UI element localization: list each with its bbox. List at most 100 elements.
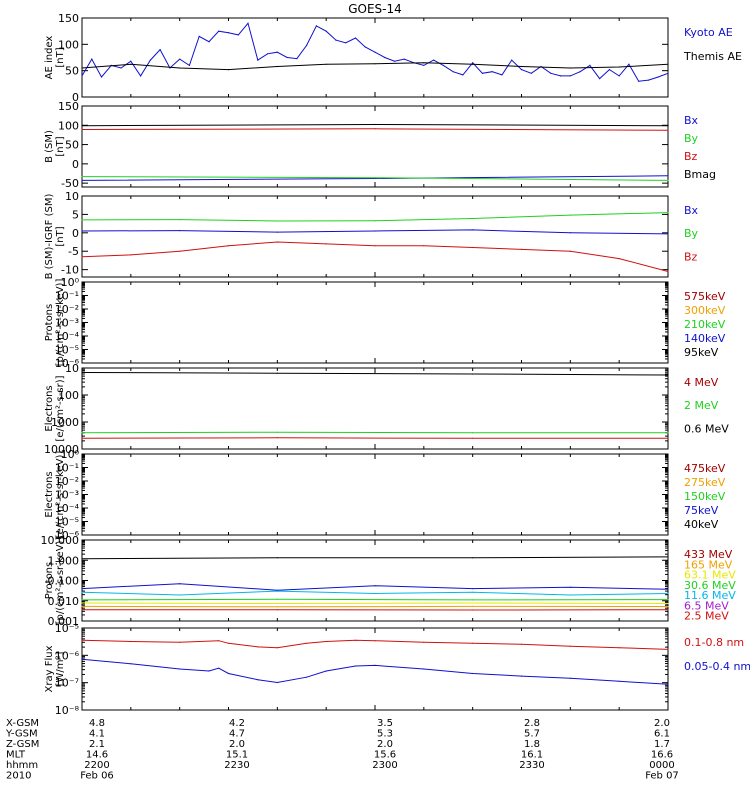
y-tick-label: 100 — [58, 38, 79, 51]
footer-value: 0000 — [649, 760, 674, 771]
data-point — [188, 64, 190, 66]
series-0-05-0-4-nm — [81, 658, 669, 685]
data-point — [374, 220, 376, 222]
legend-entry: 210keV — [684, 318, 726, 331]
legend-entry: Themis AE — [683, 50, 742, 63]
data-point — [81, 609, 83, 611]
data-point — [472, 62, 474, 64]
data-point — [81, 558, 83, 560]
data-point — [247, 22, 249, 24]
footer-row-label: Y-GSM — [5, 729, 38, 740]
data-point — [81, 256, 83, 258]
data-point — [276, 437, 278, 439]
data-point — [227, 245, 230, 247]
legend-entry: 75keV — [684, 504, 719, 517]
data-point — [227, 642, 230, 644]
legend-entry: Bx — [684, 114, 699, 127]
data-point — [130, 60, 132, 62]
data-point — [472, 217, 474, 220]
series-30-6-mev — [81, 598, 669, 601]
footer-value: 16.1 — [521, 750, 543, 761]
y-tick-label: 10⁻¹ — [55, 462, 79, 475]
data-point — [638, 80, 640, 82]
data-point — [198, 35, 200, 38]
legend-entry: 4 MeV — [684, 376, 719, 389]
data-point — [159, 49, 161, 51]
y-tick-label: 0.100 — [48, 575, 80, 588]
footer-value: 5.7 — [524, 729, 540, 740]
y-tick-label: 10⁻⁶ — [55, 357, 80, 370]
data-point — [306, 642, 308, 644]
footer-value: 2.0 — [654, 718, 670, 729]
data-point — [325, 640, 327, 643]
data-point — [276, 431, 278, 433]
y-axis-label: [W/m²] — [55, 651, 66, 686]
data-point — [667, 605, 669, 608]
data-point — [81, 125, 83, 127]
y-tick-label: 1.000 — [48, 554, 80, 567]
data-point — [423, 64, 425, 66]
data-point — [140, 75, 142, 77]
data-point — [520, 675, 523, 677]
data-point — [354, 665, 357, 667]
series-by — [81, 212, 669, 222]
data-point — [81, 179, 83, 181]
y-tick-label: 50 — [65, 65, 79, 78]
data-point — [81, 588, 83, 590]
data-point — [149, 59, 151, 61]
data-point — [667, 233, 669, 235]
data-point — [667, 129, 669, 131]
y-tick-label: -5 — [68, 245, 79, 258]
data-point — [608, 69, 611, 71]
data-point — [423, 245, 425, 247]
data-point — [130, 63, 132, 65]
data-point — [257, 59, 259, 61]
panel-frame — [81, 367, 669, 450]
panel-protons_high: 10.000 1.000 0.100 0.010 0.001 Protons [p/(cm²… — [41, 534, 737, 628]
data-point — [130, 640, 132, 643]
data-point — [276, 590, 278, 592]
data-point — [384, 56, 386, 59]
data-point — [667, 125, 669, 127]
y-axis-label: [e/(cm²-s-sr-keV)] — [55, 451, 66, 539]
y-tick-label: 10 — [65, 190, 79, 203]
data-point — [276, 609, 278, 611]
footer-row-label: hhmm — [6, 760, 38, 771]
footer-value: 2.8 — [524, 718, 540, 729]
data-point — [374, 51, 376, 53]
data-point — [472, 229, 474, 231]
footer-value: Feb 06 — [80, 771, 114, 782]
y-tick-label: 10⁰ — [61, 448, 80, 461]
data-point — [569, 594, 571, 596]
data-point — [472, 602, 474, 604]
data-point — [667, 556, 669, 558]
y-tick-label: 150 — [58, 12, 79, 25]
data-point — [569, 250, 571, 252]
data-point — [276, 602, 278, 605]
data-point — [81, 75, 83, 77]
footer-value: 2330 — [519, 760, 544, 771]
y-tick-label: 50 — [65, 139, 79, 152]
data-point — [374, 63, 376, 65]
data-point — [569, 214, 571, 216]
y-tick-label: 10⁻⁴ — [55, 502, 80, 515]
footer-value: 2.0 — [377, 739, 393, 750]
y-tick-label: 10⁻⁴ — [55, 330, 80, 343]
y-axis-label: Electrons — [44, 471, 55, 517]
data-point — [520, 69, 523, 71]
data-point — [433, 59, 435, 61]
y-axis-label: [nT] — [55, 136, 66, 156]
y-axis-label: [p/(cm²-s-sr-keV)] — [55, 279, 66, 367]
data-point — [667, 179, 669, 181]
data-point — [179, 230, 181, 232]
data-point — [276, 681, 278, 684]
y-tick-label: 100 — [58, 119, 79, 132]
legend-entry: 30.6 MeV — [684, 579, 736, 592]
data-point — [520, 248, 523, 250]
footer-value: 3.5 — [377, 718, 393, 729]
y-axis-label: Electrons — [44, 385, 55, 431]
data-point — [276, 372, 278, 374]
data-point — [130, 254, 132, 256]
